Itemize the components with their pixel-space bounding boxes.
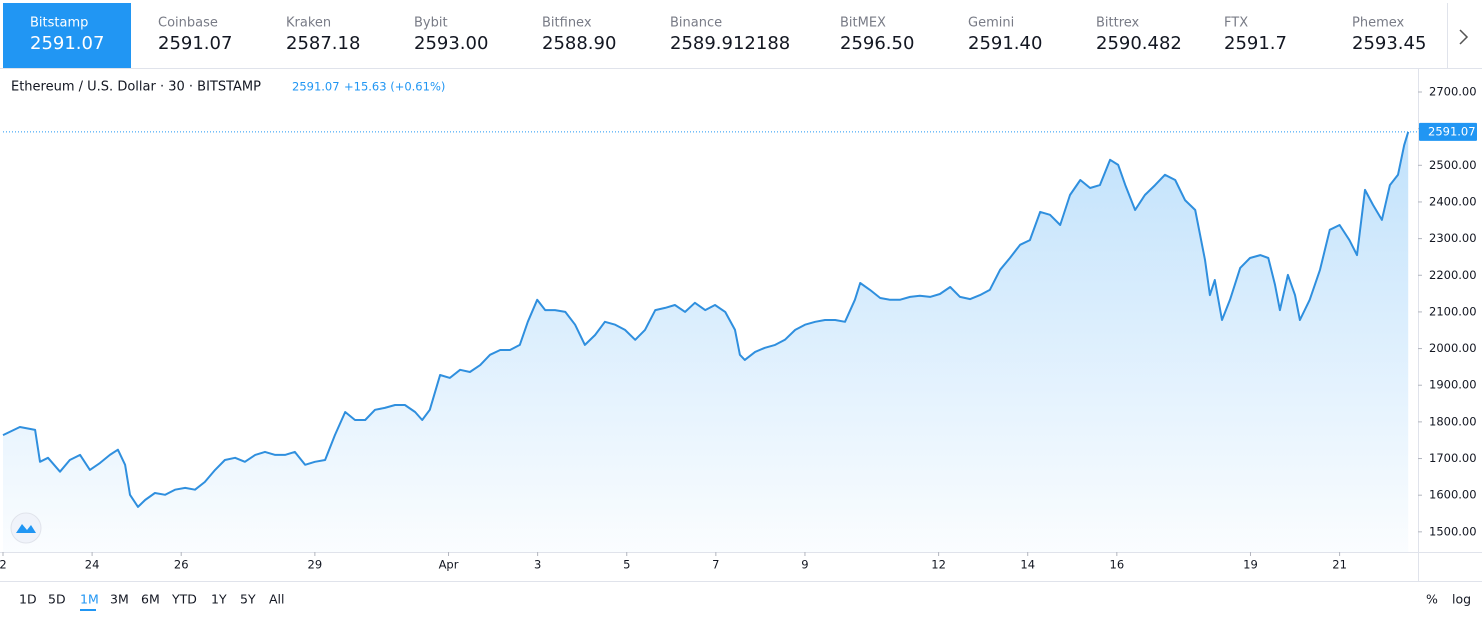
tab-background	[1197, 3, 1325, 68]
y-tick-label: 1600.00	[1429, 488, 1477, 502]
range-button[interactable]: 1M	[80, 592, 99, 607]
exchange-tab[interactable]: FTX 2591.7	[1197, 3, 1326, 68]
y-tick-label: 1700.00	[1429, 451, 1477, 465]
tab-name: Bybit	[414, 16, 448, 31]
tab-name: Kraken	[286, 16, 331, 31]
y-tick-label: 1800.00	[1429, 414, 1477, 428]
tab-background	[941, 3, 1069, 68]
tab-background	[3, 3, 131, 68]
x-tick-label: 21	[1332, 558, 1347, 572]
x-tick-label: 26	[174, 558, 189, 572]
tab-background	[1069, 3, 1197, 68]
range-underline	[80, 609, 96, 611]
header-price: 2591.07	[292, 80, 340, 94]
tab-price: 2587.18	[286, 33, 360, 54]
logo-icon	[16, 524, 36, 533]
range-button[interactable]: 6M	[141, 592, 160, 607]
exchange-tab[interactable]: BitMEX 2596.50	[813, 3, 942, 68]
tab-name: Phemex	[1352, 16, 1405, 31]
y-tick-label: 2100.00	[1429, 304, 1477, 318]
tab-price: 2589.912188	[670, 33, 790, 54]
tab-price: 2593.00	[414, 33, 488, 54]
tab-background	[515, 3, 643, 68]
exchange-tab[interactable]: Bybit 2593.00	[387, 3, 516, 68]
tab-price: 2593.45	[1352, 33, 1426, 54]
x-tick-label: 24	[85, 558, 100, 572]
range-button[interactable]: All	[269, 592, 285, 607]
exchange-tabs: Bitstamp 2591.07 Coinbase 2591.07 Kraken 2587…	[3, 3, 1448, 68]
tab-price: 2591.07	[30, 33, 104, 54]
tab-background	[813, 3, 941, 68]
x-tick-label: Apr	[439, 558, 459, 572]
last-price-box	[1419, 122, 1477, 141]
logo[interactable]	[10, 512, 42, 544]
range-button[interactable]: 1Y	[211, 592, 227, 607]
exchange-tab[interactable]: Binance 2589.912188	[643, 3, 814, 68]
x-tick-label: 12	[931, 558, 946, 572]
exchange-tab[interactable]: Phemex 2593.45	[1325, 3, 1448, 68]
scroll-arrow[interactable]	[1459, 29, 1469, 45]
x-tick-label: 7	[712, 558, 719, 572]
x-tick-label: 5	[623, 558, 630, 572]
tab-name: Coinbase	[158, 16, 218, 31]
exchange-tab[interactable]: Bitfinex 2588.90	[515, 3, 644, 68]
tab-name: Bitstamp	[30, 16, 88, 31]
scale-toggle[interactable]: %	[1426, 592, 1438, 607]
range-button[interactable]: 5D	[48, 592, 66, 607]
tab-price: 2588.90	[542, 33, 616, 54]
tab-price: 2590.482	[1096, 33, 1182, 54]
range-button[interactable]: 1D	[19, 592, 37, 607]
tab-name: FTX	[1224, 16, 1248, 31]
range-toolbar: 1D 5D 1M 3M 6M YTD 1Y 5Y All% log	[19, 592, 1471, 611]
x-tick-label: 9	[801, 558, 808, 572]
tab-price: 2596.50	[840, 33, 914, 54]
x-tick-label: 14	[1020, 558, 1035, 572]
x-tick-label: 2	[0, 558, 7, 572]
last-price-label: 2591.07	[1428, 124, 1476, 138]
x-tick-label: 29	[308, 558, 323, 572]
exchange-tab[interactable]: Coinbase 2591.07	[131, 3, 260, 68]
x-tick-label: 3	[534, 558, 541, 572]
tab-background	[131, 3, 259, 68]
tab-background	[1325, 3, 1447, 68]
y-tick-label: 2500.00	[1429, 158, 1477, 172]
x-tick-label: 16	[1110, 558, 1125, 572]
tab-name: Bittrex	[1096, 16, 1140, 31]
price-area	[3, 131, 1409, 552]
range-button[interactable]: 3M	[110, 592, 129, 607]
exchange-tab[interactable]: Bittrex 2590.482	[1069, 3, 1198, 68]
tab-name: BitMEX	[840, 16, 886, 31]
tab-background	[387, 3, 515, 68]
symbol-title: Ethereum / U.S. Dollar · 30 · BITSTAMP	[11, 80, 261, 95]
scale-toggle[interactable]: log	[1452, 592, 1471, 607]
tab-background	[259, 3, 387, 68]
tab-price: 2591.07	[158, 33, 232, 54]
price-line	[2, 131, 1410, 508]
y-tick-label: 1500.00	[1429, 524, 1477, 538]
x-tick-label: 19	[1243, 558, 1258, 572]
tab-price: 2591.40	[968, 33, 1042, 54]
y-tick-label: 2200.00	[1429, 268, 1477, 282]
tab-price: 2591.7	[1224, 33, 1287, 54]
header-change: +15.63 (+0.61%)	[344, 80, 445, 94]
plot: 1500.00 1600.00 1700.00 1800.00 1900.00 2000.…	[0, 84, 1477, 572]
tab-name: Gemini	[968, 16, 1014, 31]
y-tick-label: 1900.00	[1429, 378, 1477, 392]
tab-background	[643, 3, 813, 68]
y-tick-label: 2300.00	[1429, 231, 1477, 245]
exchange-tab[interactable]: Bitstamp 2591.07	[3, 3, 131, 68]
y-tick-label: 2000.00	[1429, 341, 1477, 355]
y-tick-label: 2700.00	[1429, 84, 1477, 98]
range-button[interactable]: 5Y	[240, 592, 256, 607]
exchange-tab[interactable]: Kraken 2587.18	[259, 3, 388, 68]
range-button[interactable]: YTD	[171, 592, 197, 607]
tab-name: Binance	[670, 16, 722, 31]
y-tick-label: 2400.00	[1429, 194, 1477, 208]
tab-name: Bitfinex	[542, 16, 592, 31]
exchange-tab[interactable]: Gemini 2591.40	[941, 3, 1070, 68]
